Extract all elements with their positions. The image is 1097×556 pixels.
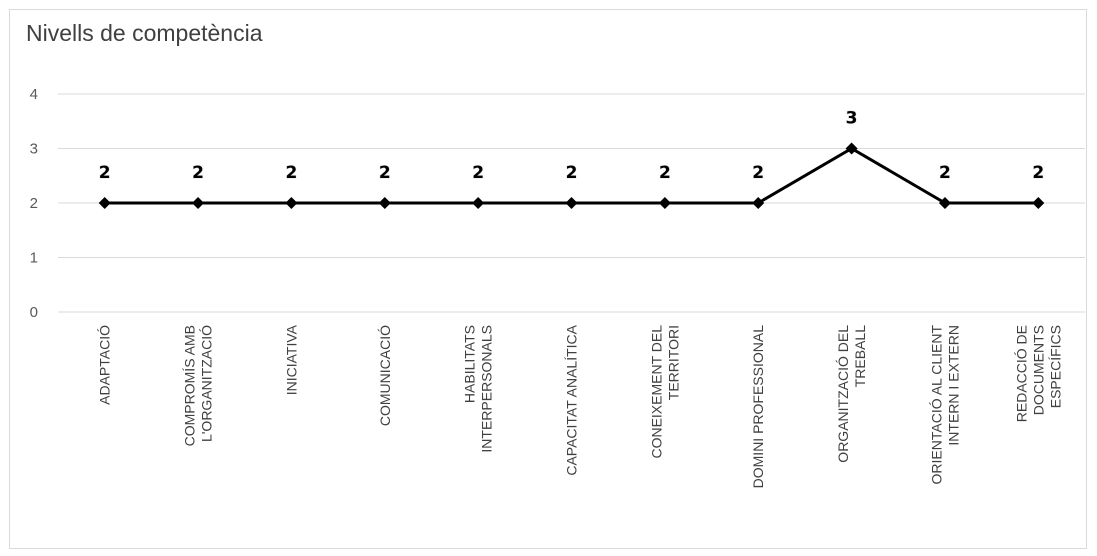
x-category-label-line: TERRITORI xyxy=(665,325,681,400)
data-label: 3 xyxy=(846,109,858,129)
data-point xyxy=(565,197,578,209)
x-category-label-line: TREBALL xyxy=(852,325,868,387)
data-point xyxy=(98,197,111,209)
x-category-label: COMPROMÍS AMB L'ORGANITZACIÓ xyxy=(182,325,215,446)
data-label: 2 xyxy=(659,163,671,183)
y-tick-label: 3 xyxy=(30,141,38,158)
x-category-label-line: ESPECÍFICS xyxy=(1047,325,1063,408)
chart-title: Nivells de competència xyxy=(26,20,263,46)
data-point xyxy=(285,197,298,209)
x-category-label: HABILITATS INTERPERSONALS xyxy=(462,325,495,453)
x-category-label: CAPACITAT ANALÍTICA xyxy=(564,324,580,475)
x-category-label-line: COMPROMÍS AMB xyxy=(182,325,198,446)
data-label: 2 xyxy=(192,163,204,183)
data-point xyxy=(658,197,671,209)
x-category-label-line: L'ORGANITZACIÓ xyxy=(199,325,215,442)
y-tick-label: 1 xyxy=(30,250,38,267)
data-point xyxy=(1032,197,1045,209)
x-category-label: ORIENTACIÓ AL CLIENT INTERN I EXTERN xyxy=(928,325,961,485)
data-label: 2 xyxy=(472,163,484,183)
data-point xyxy=(378,197,391,209)
data-label: 2 xyxy=(939,163,951,183)
data-label: 2 xyxy=(99,163,111,183)
data-label: 2 xyxy=(379,163,391,183)
data-label: 2 xyxy=(752,163,764,183)
x-category-label-line: CONEIXEMENT DEL xyxy=(648,325,664,459)
x-category-label-line: INICIATIVA xyxy=(283,324,299,395)
x-category-label: INICIATIVA xyxy=(283,324,299,395)
x-category-label: COMUNICACIÓ xyxy=(377,325,393,426)
y-tick-label: 0 xyxy=(30,304,38,321)
x-category-label-line: ORIENTACIÓ AL CLIENT xyxy=(928,325,944,485)
chart-frame xyxy=(9,9,1087,549)
x-category-label-line: COMUNICACIÓ xyxy=(377,325,393,426)
data-point xyxy=(752,197,765,209)
x-category-label: CONEIXEMENT DEL TERRITORI xyxy=(648,325,681,459)
data-point xyxy=(845,142,858,155)
data-label: 2 xyxy=(285,163,297,183)
x-category-label-line: ADAPTACIÓ xyxy=(97,325,113,405)
x-category-label-line: HABILITATS xyxy=(462,325,478,403)
x-category-label: DOMINI PROFESSIONAL xyxy=(750,325,766,489)
data-point xyxy=(192,197,205,209)
data-label: 2 xyxy=(1032,163,1044,183)
y-tick-label: 4 xyxy=(30,86,38,103)
x-category-label-line: INTERN I EXTERN xyxy=(945,325,961,446)
x-category-label: ADAPTACIÓ xyxy=(97,325,113,405)
x-category-label-line: DOCUMENTS xyxy=(1030,325,1046,415)
x-category-label-line: CAPACITAT ANALÍTICA xyxy=(564,324,580,475)
data-label: 2 xyxy=(566,163,578,183)
y-tick-label: 2 xyxy=(30,195,38,212)
data-point xyxy=(938,197,951,209)
x-category-label-line: REDACCIÓ DE xyxy=(1013,325,1029,422)
x-category-label: REDACCIÓ DE DOCUMENTS ESPECÍFICS xyxy=(1013,325,1063,422)
x-category-label-line: DOMINI PROFESSIONAL xyxy=(750,325,766,489)
x-category-label-line: INTERPERSONALS xyxy=(479,325,495,453)
x-category-label: ORGANITZACIÓ DEL TREBALL xyxy=(835,325,868,463)
data-point xyxy=(472,197,485,209)
x-category-label-line: ORGANITZACIÓ DEL xyxy=(835,325,851,463)
